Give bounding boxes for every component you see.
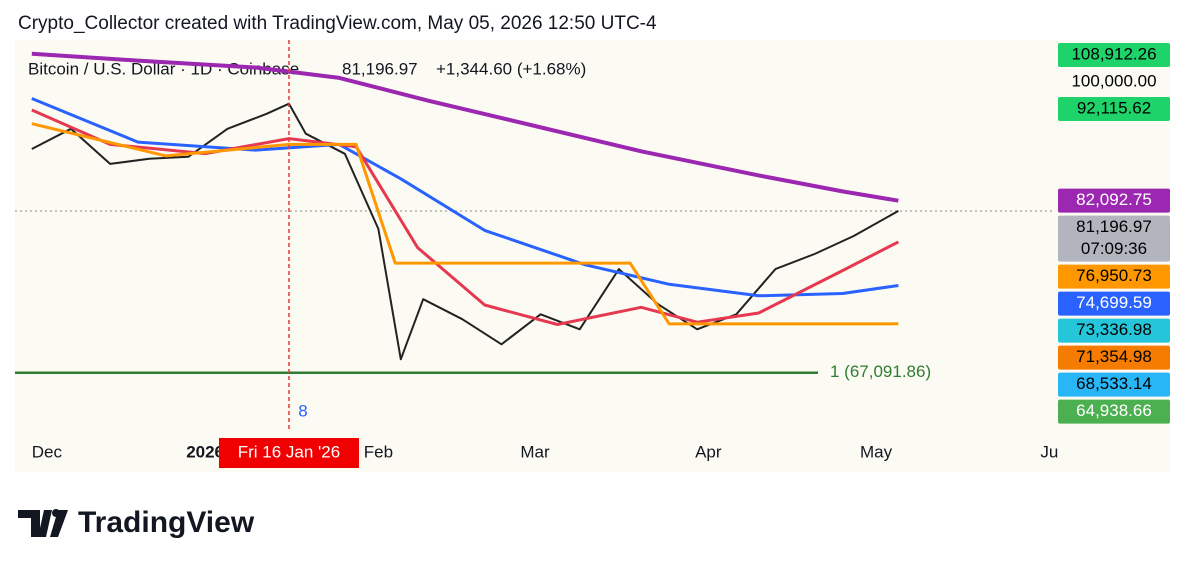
price-label: 100,000.00 bbox=[1071, 71, 1156, 90]
level-label: 1 (67,091.86) bbox=[830, 362, 931, 381]
header: Crypto_Collector created with TradingVie… bbox=[18, 13, 657, 34]
price-label: 71,354.98 bbox=[1076, 347, 1152, 366]
price-label: 64,938.66 bbox=[1076, 401, 1152, 420]
price-label: 92,115.62 bbox=[1077, 98, 1151, 117]
series-line bbox=[31, 102, 899, 361]
series-line bbox=[31, 122, 899, 326]
x-tick-label: Mar bbox=[520, 442, 550, 461]
series-line bbox=[31, 51, 899, 203]
price-label-box bbox=[1058, 345, 1170, 370]
brand: TradingView bbox=[78, 506, 255, 539]
plot-background bbox=[15, 40, 1170, 472]
x-tick-label: Apr bbox=[695, 442, 722, 461]
price-label-box bbox=[1058, 291, 1170, 316]
x-tick-label: Dec bbox=[32, 442, 63, 461]
legend-price: 81,196.97 bbox=[342, 59, 418, 78]
price-label-box bbox=[1058, 318, 1170, 343]
crosshair-box bbox=[218, 438, 359, 468]
price-label: 76,950.73 bbox=[1076, 266, 1152, 285]
price-label: 108,912.26 bbox=[1071, 44, 1156, 63]
countdown: 07:09:36 bbox=[1081, 239, 1147, 258]
legend-change: +1,344.60 (+1.68%) bbox=[436, 59, 586, 78]
price-label: 73,336.98 bbox=[1076, 320, 1152, 339]
price-label-box bbox=[1058, 264, 1170, 289]
x-tick-label: May bbox=[860, 442, 893, 461]
price-label-box bbox=[1058, 215, 1170, 262]
price-label: 68,533.14 bbox=[1076, 374, 1152, 393]
crosshair-note: 8 bbox=[298, 401, 307, 420]
price-label-box bbox=[1058, 188, 1170, 213]
price-label-box bbox=[1058, 97, 1170, 121]
price-label: 74,699.59 bbox=[1076, 293, 1152, 312]
price-label: 81,196.97 bbox=[1076, 217, 1152, 236]
price-label-box bbox=[1058, 399, 1170, 424]
price-label-box bbox=[1058, 43, 1170, 67]
price-label: 82,092.75 bbox=[1076, 190, 1152, 209]
x-tick-label: Feb bbox=[364, 442, 393, 461]
series-line bbox=[31, 97, 899, 298]
logo bbox=[18, 509, 68, 537]
crosshair-label: Fri 16 Jan '26 bbox=[238, 442, 340, 461]
x-tick-label: 2026 bbox=[186, 442, 224, 461]
x-tick-label: Ju bbox=[1040, 442, 1058, 461]
plot bbox=[15, 51, 1055, 374]
price-label-box bbox=[1058, 372, 1170, 397]
